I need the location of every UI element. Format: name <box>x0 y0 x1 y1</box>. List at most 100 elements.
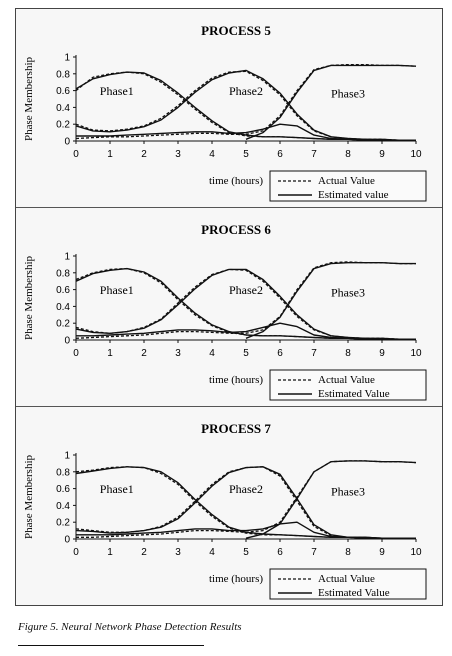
x-tick-label: 10 <box>410 547 422 558</box>
series-line-phase2-solid <box>75 268 416 340</box>
series-line-phase3-dashed <box>76 460 417 538</box>
x-tick-label: 0 <box>73 149 79 160</box>
x-tick-label: 8 <box>345 149 351 160</box>
x-tick-label: 3 <box>175 149 181 160</box>
series-line-phase3-dashed <box>75 63 417 140</box>
x-tick-label: 1 <box>107 348 113 359</box>
series-line-phase3-dashed <box>75 261 416 339</box>
x-tick-label: 7 <box>311 149 317 160</box>
x-tick-label: 5 <box>243 547 249 558</box>
phase-annotation: Phase3 <box>331 285 365 299</box>
series-line-phase3-rise-solid <box>245 262 416 339</box>
chart-panel-process-5: PROCESS 5 0 0.2 0.4 0.6 0.8 1 0 1 2 3 4 5 6 7 8 9 10 Phase… <box>16 9 442 208</box>
legend-label: Estimated Value <box>318 388 390 400</box>
phase-annotation: Phase2 <box>229 482 263 496</box>
x-tick-label: 7 <box>311 547 317 558</box>
chart-title: PROCESS 7 <box>201 421 271 436</box>
y-tick-label: 1 <box>64 252 70 263</box>
x-tick-label: 4 <box>209 348 215 359</box>
x-tick-label: 5 <box>243 348 249 359</box>
series-line-phase2-dashed <box>75 466 416 539</box>
y-tick-label: 1 <box>64 451 70 462</box>
legend-box <box>269 170 427 202</box>
phase-annotation: Phase1 <box>100 84 134 98</box>
phase-annotation: Phase2 <box>229 84 263 98</box>
series-line-phase3-solid <box>76 521 416 539</box>
y-tick-label: 0.8 <box>56 268 70 279</box>
x-tick-label: 2 <box>141 149 147 160</box>
chart-process-5: PROCESS 500.20.40.60.810 1 2 3 4 5 6 7 8 9 10Phase… <box>23 23 427 202</box>
y-tick-label: 0.8 <box>56 467 70 478</box>
phase-annotation: Phase3 <box>331 484 365 498</box>
x-tick-label: 7 <box>311 348 317 359</box>
chart-panel-process-6: PROCESS 6 0 0.2 0.4 0.6 0.8 1 0 1 2 3 4 5 6 7 8 9 10 Phase… <box>16 208 442 407</box>
phase-annotation: Phase2 <box>229 283 263 297</box>
phase-annotation: Phase3 <box>331 86 365 100</box>
y-tick-label: 0.4 <box>56 302 70 313</box>
x-tick-label: 10 <box>410 348 422 359</box>
x-tick-label: 8 <box>345 547 351 558</box>
x-tick-label: 0 <box>73 348 79 359</box>
chart-process-7: PROCESS 700.20.40.60.810 1 2 3 4 5 6 7 8 9 10Phase… <box>23 421 427 600</box>
x-tick-label: 1 <box>107 149 113 160</box>
x-tick-label: 0 <box>73 547 79 558</box>
x-tick-label: 9 <box>379 348 385 359</box>
y-tick-label: 0.2 <box>56 120 70 131</box>
y-tick-label: 0.4 <box>56 103 70 114</box>
y-tick-label: 0 <box>64 535 70 546</box>
legend-label: Estimated value <box>318 189 389 201</box>
series-line-phase3-solid <box>76 322 416 340</box>
x-tick-label: 5 <box>243 149 249 160</box>
figure-frame: PROCESS 5 0 0.2 0.4 0.6 0.8 1 0 1 2 3 4 5 6 7 8 9 10 Phase… <box>15 8 443 606</box>
x-tick-label: 6 <box>277 348 283 359</box>
phase-annotation: Phase1 <box>100 283 134 297</box>
legend-label: Actual Value <box>318 374 375 386</box>
y-tick-label: 0 <box>64 137 70 148</box>
legend-label: Actual Value <box>318 573 375 585</box>
y-axis-label: Phase Membership <box>23 255 35 340</box>
series-line-phase1-solid <box>75 267 416 340</box>
series-line-phase2-solid <box>75 466 416 539</box>
phase-annotation: Phase1 <box>100 482 134 496</box>
chart-title: PROCESS 6 <box>201 222 271 237</box>
footnote-rule <box>18 645 204 646</box>
y-axis-label: Phase Membership <box>23 454 35 539</box>
series-line-phase3-rise-solid <box>245 64 417 140</box>
series-line-phase3-solid <box>76 123 416 141</box>
x-tick-label: 2 <box>141 547 147 558</box>
y-tick-label: 0.8 <box>56 69 70 80</box>
series-line-phase3-rise-solid <box>245 460 417 539</box>
y-tick-label: 0.6 <box>56 484 70 495</box>
x-axis-label: time (hours) <box>209 175 263 187</box>
legend-label: Estimated Value <box>318 587 390 599</box>
x-tick-label: 4 <box>209 149 215 160</box>
y-tick-label: 0.4 <box>56 501 70 512</box>
legend-box <box>269 369 427 401</box>
chart-title: PROCESS 5 <box>201 23 271 38</box>
x-tick-label: 10 <box>410 149 422 160</box>
x-tick-label: 3 <box>175 348 181 359</box>
chart-panel-process-7: PROCESS 7 0 0.2 0.4 0.6 0.8 1 0 1 2 3 4 5 6 7 8 9 10 Phase… <box>16 407 442 605</box>
y-tick-label: 0 <box>64 336 70 347</box>
x-axis-label: time (hours) <box>209 573 263 585</box>
series-line-phase2-solid <box>75 69 416 141</box>
x-tick-label: 9 <box>379 149 385 160</box>
x-tick-label: 9 <box>379 547 385 558</box>
y-tick-label: 0.2 <box>56 518 70 529</box>
series-line-phase1-solid <box>75 466 416 539</box>
chart-process-6: PROCESS 600.20.40.60.810 1 2 3 4 5 6 7 8 9 10Phase… <box>23 222 427 401</box>
figure-caption: Figure 5. Neural Network Phase Detection… <box>18 621 242 633</box>
x-axis-label: time (hours) <box>209 374 263 386</box>
x-tick-label: 4 <box>209 547 215 558</box>
y-axis-label: Phase Membership <box>23 56 35 141</box>
series-line-phase2-dashed <box>75 268 416 340</box>
y-tick-label: 0.6 <box>56 285 70 296</box>
x-tick-label: 6 <box>277 547 283 558</box>
y-tick-label: 1 <box>64 53 70 64</box>
x-tick-label: 1 <box>107 547 113 558</box>
x-tick-label: 3 <box>175 547 181 558</box>
y-tick-label: 0.6 <box>56 86 70 97</box>
x-tick-label: 2 <box>141 348 147 359</box>
x-tick-label: 8 <box>345 348 351 359</box>
series-line-phase1-dashed <box>75 267 416 340</box>
